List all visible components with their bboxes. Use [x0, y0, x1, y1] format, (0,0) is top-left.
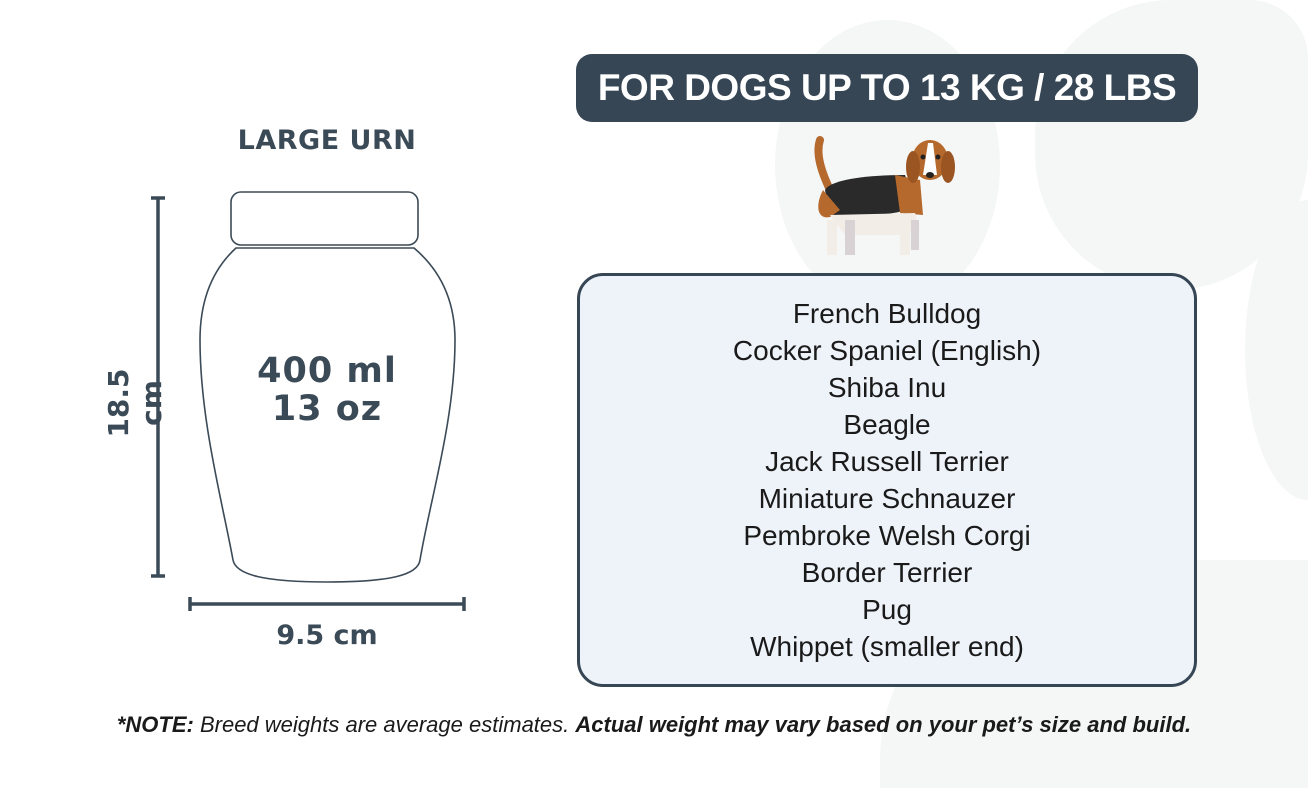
- dog-ear: [906, 151, 920, 183]
- urn-capacity: 400 ml 13 oz: [200, 352, 454, 428]
- breed-item: Pug: [862, 594, 912, 625]
- dog-leg: [900, 220, 910, 255]
- dog-shoulder: [895, 175, 923, 215]
- weight-limit-banner: FOR DOGS UP TO 13 KG / 28 LBS: [576, 54, 1198, 122]
- disclaimer-note: *NOTE: Breed weights are average estimat…: [0, 712, 1308, 738]
- dog-eye: [935, 154, 941, 160]
- breed-item: Beagle: [843, 409, 931, 440]
- paw-background-shape: [1035, 0, 1308, 290]
- urn-drawing: [151, 191, 466, 611]
- dog-saddle: [825, 175, 915, 216]
- beagle-icon: [814, 136, 955, 255]
- note-label: *NOTE:: [116, 712, 194, 737]
- breed-item: Pembroke Welsh Corgi: [743, 520, 1031, 551]
- breed-item: Whippet (smaller end): [750, 631, 1024, 662]
- breed-item: Border Terrier: [801, 557, 973, 588]
- urn-title: LARGE URN: [237, 125, 417, 156]
- breed-item: Jack Russell Terrier: [765, 446, 1009, 477]
- breed-item: Cocker Spaniel (English): [732, 335, 1042, 366]
- capacity-oz: 13 oz: [271, 389, 383, 429]
- dog-nose: [926, 172, 934, 178]
- dog-leg: [827, 220, 837, 255]
- note-text: Breed weights are average estimates.: [193, 712, 576, 737]
- dog-blaze: [923, 143, 937, 175]
- dog-leg: [911, 220, 919, 250]
- urn-lid: [230, 191, 419, 246]
- dog-tail: [814, 136, 834, 194]
- breed-item: Shiba Inu: [827, 372, 947, 403]
- dog-ear: [941, 151, 955, 183]
- weight-limit-text: FOR DOGS UP TO 13 KG / 28 LBS: [597, 67, 1177, 108]
- dog-eye: [920, 154, 926, 160]
- width-label: 9.5 cm: [276, 620, 378, 651]
- dog-leg: [845, 220, 855, 255]
- height-label: 18.5 cm: [102, 368, 168, 438]
- breed-item: Miniature Schnauzer: [758, 483, 1016, 514]
- capacity-ml: 400 ml: [257, 351, 397, 391]
- urn-body: [199, 247, 456, 583]
- breed-list: French Bulldog Cocker Spaniel (English) …: [577, 273, 1197, 687]
- breed-item: French Bulldog: [792, 298, 982, 329]
- note-emphasis: Actual weight may vary based on your pet…: [575, 712, 1192, 737]
- dog-hip: [818, 190, 840, 218]
